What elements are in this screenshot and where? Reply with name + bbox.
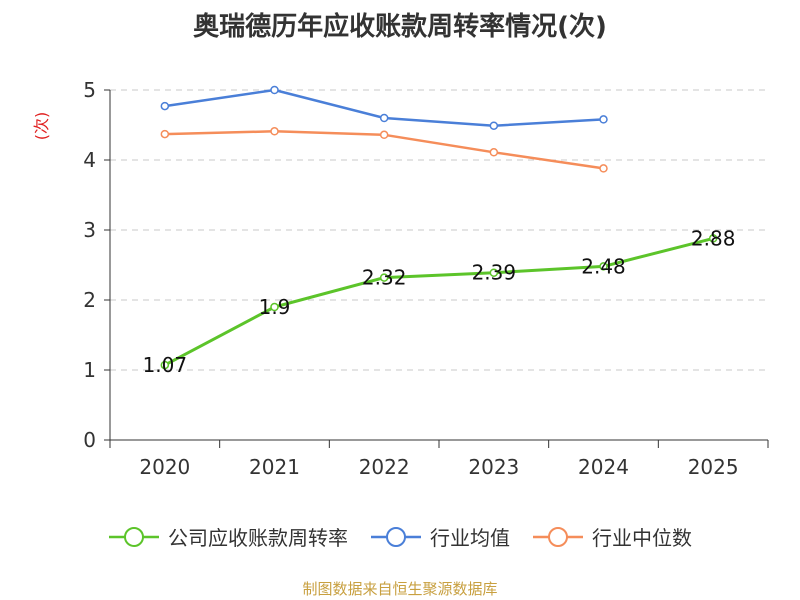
chart-title: 奥瑞德历年应收账款周转率情况(次) (193, 12, 607, 42)
data-point (379, 130, 389, 140)
data-label: 1.07 (143, 353, 188, 377)
data-point (270, 127, 279, 136)
data-labels: 1.07 1.9 2.32 2.39 2.48 2.88 (143, 226, 736, 377)
data-point (489, 148, 499, 157)
y-tick-label: 5 (83, 78, 96, 102)
legend-label: 公司应收账款周转率 (168, 526, 348, 550)
legend-marker-icon (371, 526, 421, 547)
data-point (160, 360, 170, 370)
legend-item-1[interactable]: 行业均值 (370, 522, 510, 551)
x-tick-label: 2021 (249, 455, 300, 479)
y-tick-label: 2 (83, 288, 96, 312)
axes: 0 1 2 3 4 5 2020 2021 2022 2023 2024 2025 (83, 78, 769, 479)
legend-marker-icon (533, 526, 583, 547)
y-tick-label: 4 (83, 148, 96, 172)
data-point (708, 234, 718, 243)
data-point (599, 262, 608, 271)
data-label: 2.88 (691, 226, 736, 250)
data-point (270, 85, 279, 95)
x-tick-label: 2025 (688, 455, 739, 479)
data-point (160, 129, 170, 139)
data-point (599, 115, 608, 124)
source-note: 制图数据来自恒生聚源数据库 (302, 580, 498, 598)
data-point (599, 164, 608, 173)
data-point (489, 121, 499, 130)
legend-marker-icon (109, 526, 159, 547)
series-line-0 (164, 236, 714, 367)
data-label: 2.48 (581, 254, 626, 278)
y-tick-label: 1 (83, 358, 96, 382)
data-point (270, 302, 279, 312)
data-point (379, 113, 389, 123)
x-tick-label: 2024 (578, 455, 629, 479)
y-axis-label: (次) (32, 112, 51, 141)
data-label: 2.39 (472, 261, 517, 285)
legend-item-0[interactable]: 公司应收账款周转率 (108, 522, 348, 551)
x-tick-label: 2023 (468, 455, 519, 479)
y-tick-label: 0 (83, 428, 96, 452)
legend: 公司应收账款周转率 行业均值 行业中位数 (0, 522, 800, 551)
x-tick-label: 2022 (359, 455, 410, 479)
x-tick-label: 2020 (139, 455, 190, 479)
legend-label: 行业均值 (430, 526, 510, 550)
data-point (379, 273, 389, 282)
legend-item-2[interactable]: 行业中位数 (532, 522, 692, 551)
data-point (489, 268, 499, 277)
data-point (160, 101, 170, 111)
data-label: 1.9 (259, 295, 291, 319)
data-label: 2.32 (362, 266, 407, 290)
series-lines (160, 85, 718, 370)
legend-label: 行业中位数 (592, 526, 692, 550)
y-tick-label: 3 (83, 218, 96, 242)
